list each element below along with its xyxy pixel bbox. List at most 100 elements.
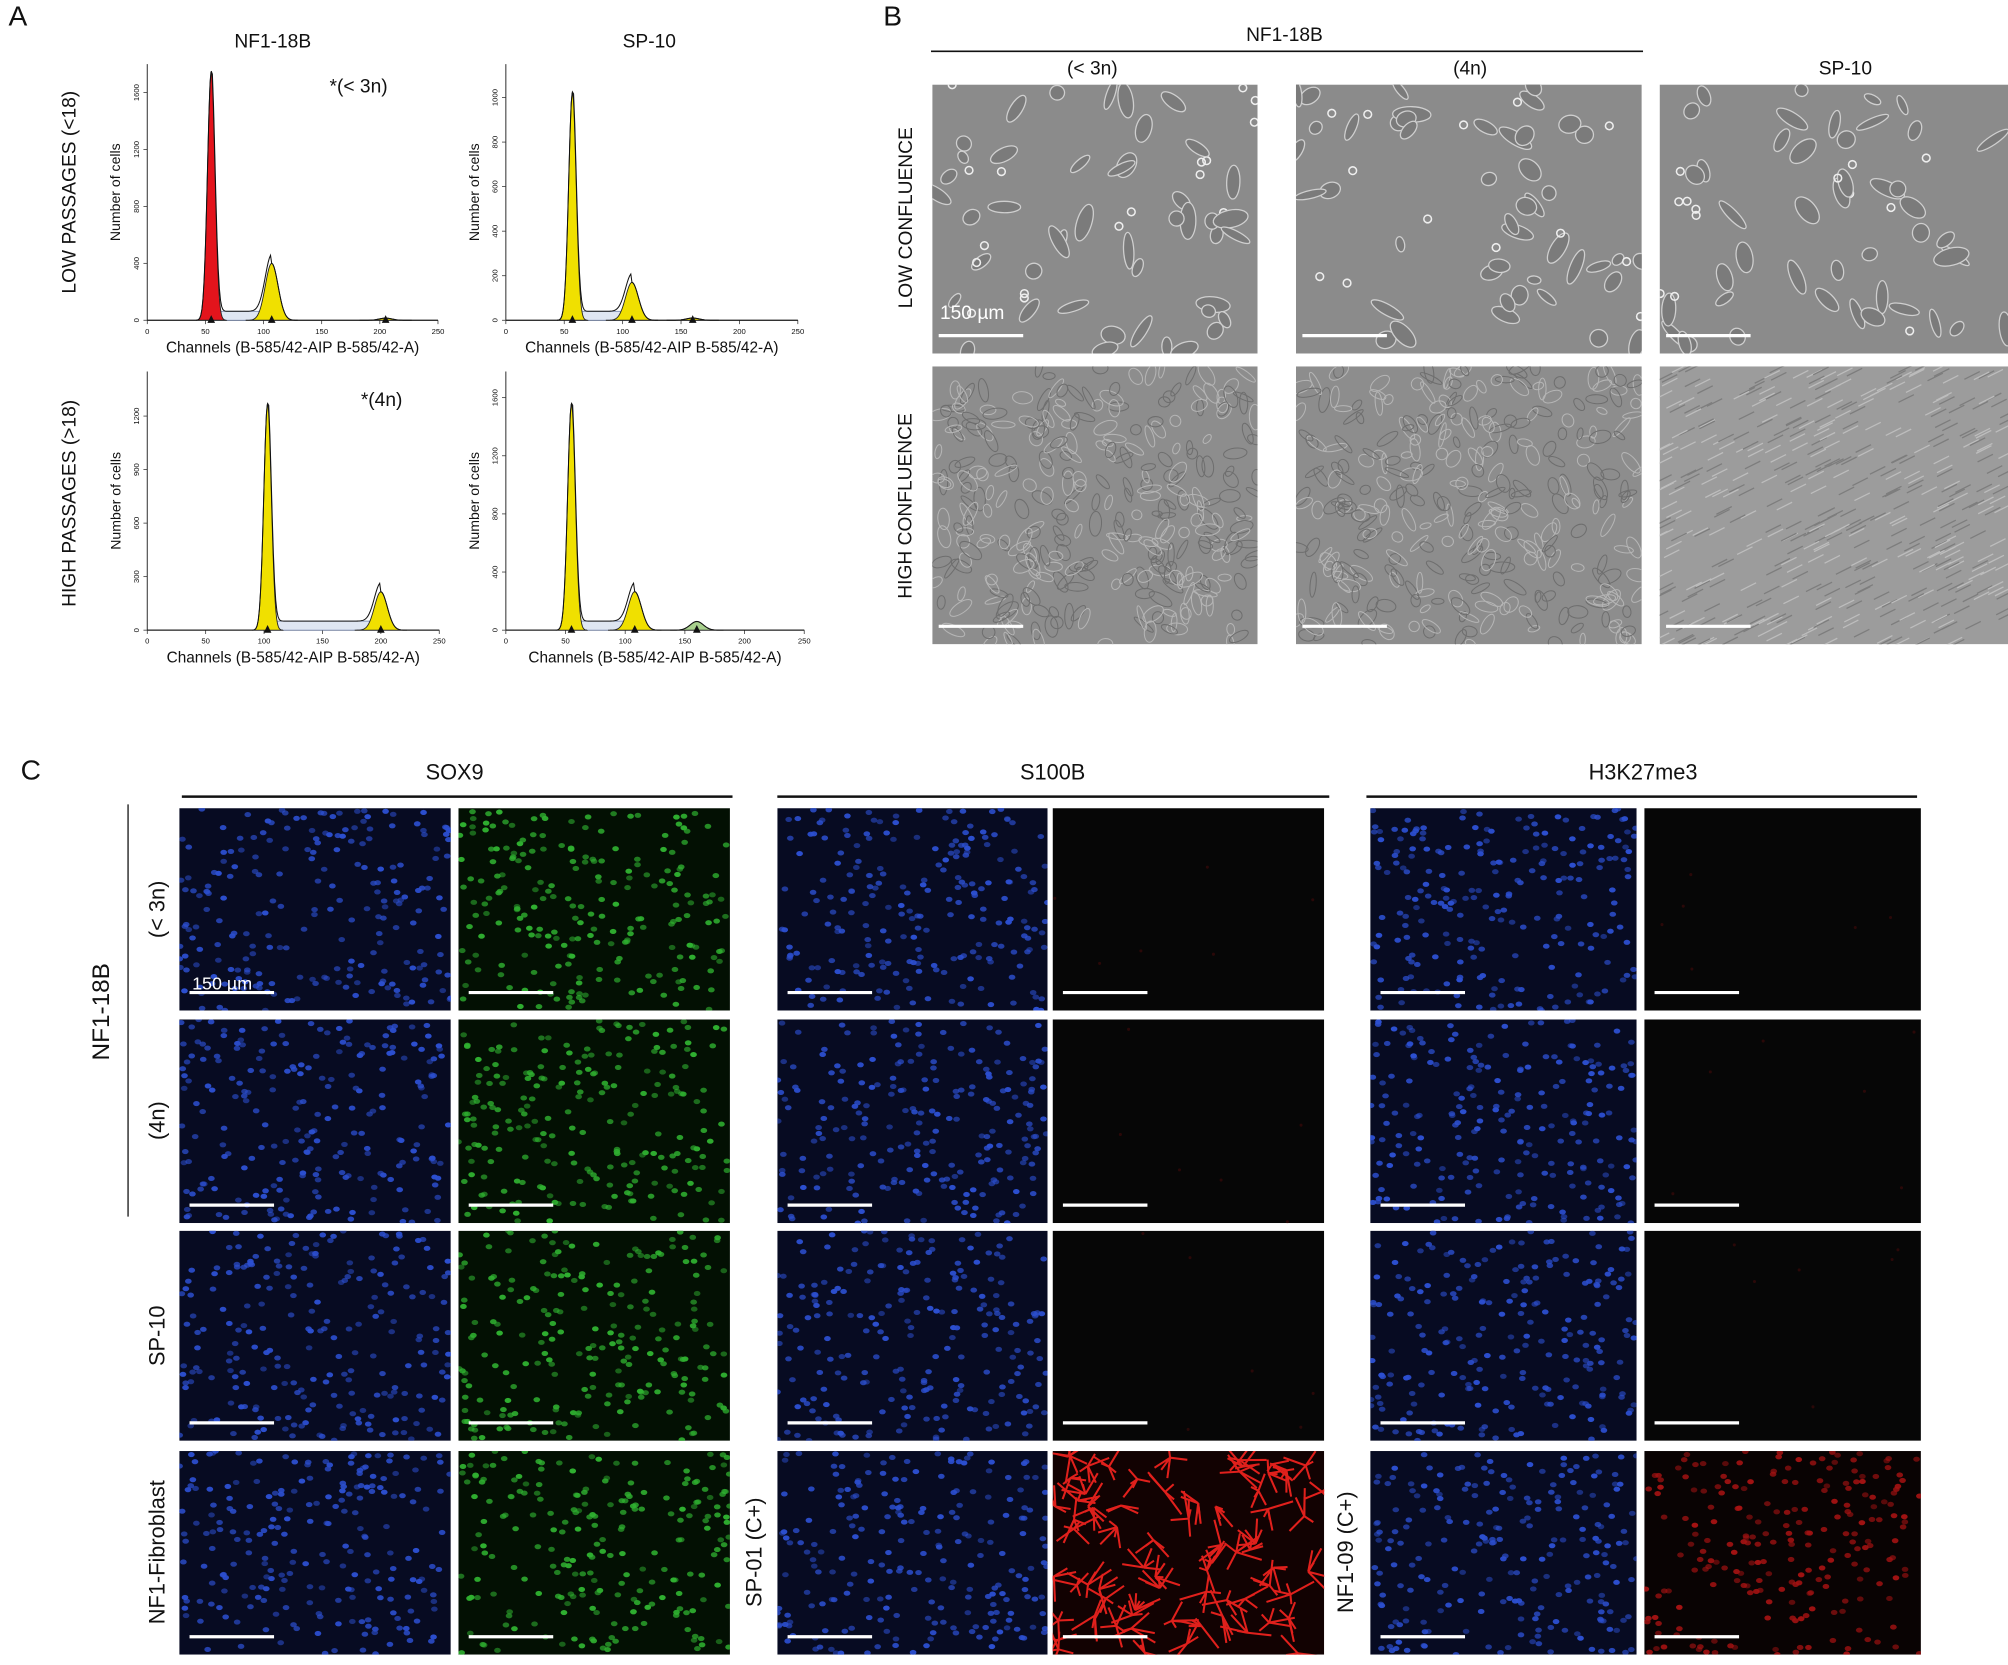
nucleus [983, 1145, 991, 1151]
nucleus [969, 1489, 977, 1495]
x-tick-label: 50 [201, 637, 210, 646]
nucleus [595, 1456, 603, 1462]
nucleus [672, 1084, 680, 1091]
cell [1446, 503, 1454, 527]
nucleus [498, 962, 506, 968]
nucleus [698, 1572, 706, 1578]
cell [1474, 600, 1499, 613]
nucleus [704, 823, 712, 829]
cell [1211, 512, 1224, 529]
nucleus [1628, 1039, 1635, 1045]
cell [1952, 492, 1968, 502]
cell [1928, 433, 1944, 443]
x-tick-label: 200 [738, 637, 751, 646]
nucleus [1438, 1392, 1446, 1398]
cell [1081, 386, 1096, 410]
cell [1978, 370, 1995, 380]
nucleus [397, 862, 404, 868]
nucleus [614, 959, 621, 965]
bright-cell [1921, 153, 1931, 163]
nucleus [524, 865, 532, 871]
nucleus [1491, 986, 1498, 992]
nucleus [959, 808, 967, 814]
nucleus [478, 1434, 486, 1441]
cell [1618, 489, 1638, 498]
nucleus [478, 1479, 486, 1485]
nucleus [1541, 1309, 1549, 1315]
x-tick-label: 150 [315, 327, 328, 336]
nucleus [485, 895, 493, 901]
nucleus [878, 1310, 885, 1317]
nucleus [314, 1111, 322, 1117]
cell [1392, 84, 1409, 100]
cell [1298, 629, 1316, 642]
cell [1044, 561, 1063, 572]
nucleus [1503, 1399, 1511, 1406]
cell [1248, 403, 1258, 431]
cell [1540, 522, 1558, 543]
nucleus [203, 1530, 210, 1537]
nucleus [582, 1287, 589, 1293]
cell [1518, 605, 1533, 618]
nucleus [194, 1039, 202, 1045]
nucleus [1608, 1065, 1616, 1071]
nucleus [1391, 826, 1398, 832]
nucleus [615, 1368, 622, 1374]
nucleus [890, 836, 897, 842]
cell [1941, 483, 1958, 493]
nucleus [979, 829, 987, 835]
nucleus [986, 1025, 993, 1031]
nucleus [780, 1529, 788, 1535]
cell [1808, 523, 1825, 533]
nucleus [1492, 1408, 1500, 1414]
nucleus [1623, 1246, 1631, 1252]
speck [1311, 898, 1315, 902]
nucleus [957, 1051, 965, 1057]
nucleus [420, 1362, 428, 1368]
nucleus [249, 951, 257, 957]
nucleus [816, 1644, 824, 1650]
nucleus [181, 1594, 189, 1601]
nucleus [1463, 844, 1471, 850]
nucleus [534, 933, 542, 939]
nucleus [523, 1295, 531, 1301]
nucleus [660, 992, 668, 998]
nucleus [1519, 1200, 1527, 1207]
nucleus [1453, 993, 1461, 999]
nucleus [245, 1329, 253, 1335]
nucleus [1440, 885, 1448, 892]
nucleus [198, 808, 206, 812]
nucleus [1619, 977, 1627, 983]
cell [1229, 520, 1254, 534]
cell [1936, 231, 1955, 249]
nucleus [418, 1124, 425, 1130]
nucleus [793, 1087, 801, 1093]
nucleus [311, 911, 318, 918]
nucleus [544, 1158, 551, 1164]
nucleus [504, 1397, 512, 1404]
cell [1390, 568, 1405, 586]
nucleus [549, 1320, 557, 1327]
cell [979, 404, 997, 416]
column-title: (4n) [1453, 58, 1487, 79]
nucleus [187, 1292, 195, 1298]
nucleus [558, 1529, 566, 1535]
nucleus [561, 1421, 568, 1427]
nucleus [723, 1167, 730, 1174]
nucleus [274, 1019, 282, 1024]
nucleus [1019, 1160, 1027, 1166]
nucleus [428, 1563, 436, 1569]
nucleus [505, 1118, 512, 1124]
nucleus [853, 969, 860, 975]
nucleus [560, 942, 568, 948]
nucleus [1428, 1245, 1436, 1251]
nucleus [866, 1429, 873, 1435]
nucleus [575, 980, 583, 986]
nucleus [179, 1123, 186, 1129]
nucleus [514, 927, 522, 933]
nucleus [995, 1212, 1003, 1218]
nucleus [1587, 1058, 1595, 1064]
nucleus [206, 1486, 214, 1492]
nucleus [447, 995, 451, 1001]
nucleus [803, 1549, 811, 1555]
